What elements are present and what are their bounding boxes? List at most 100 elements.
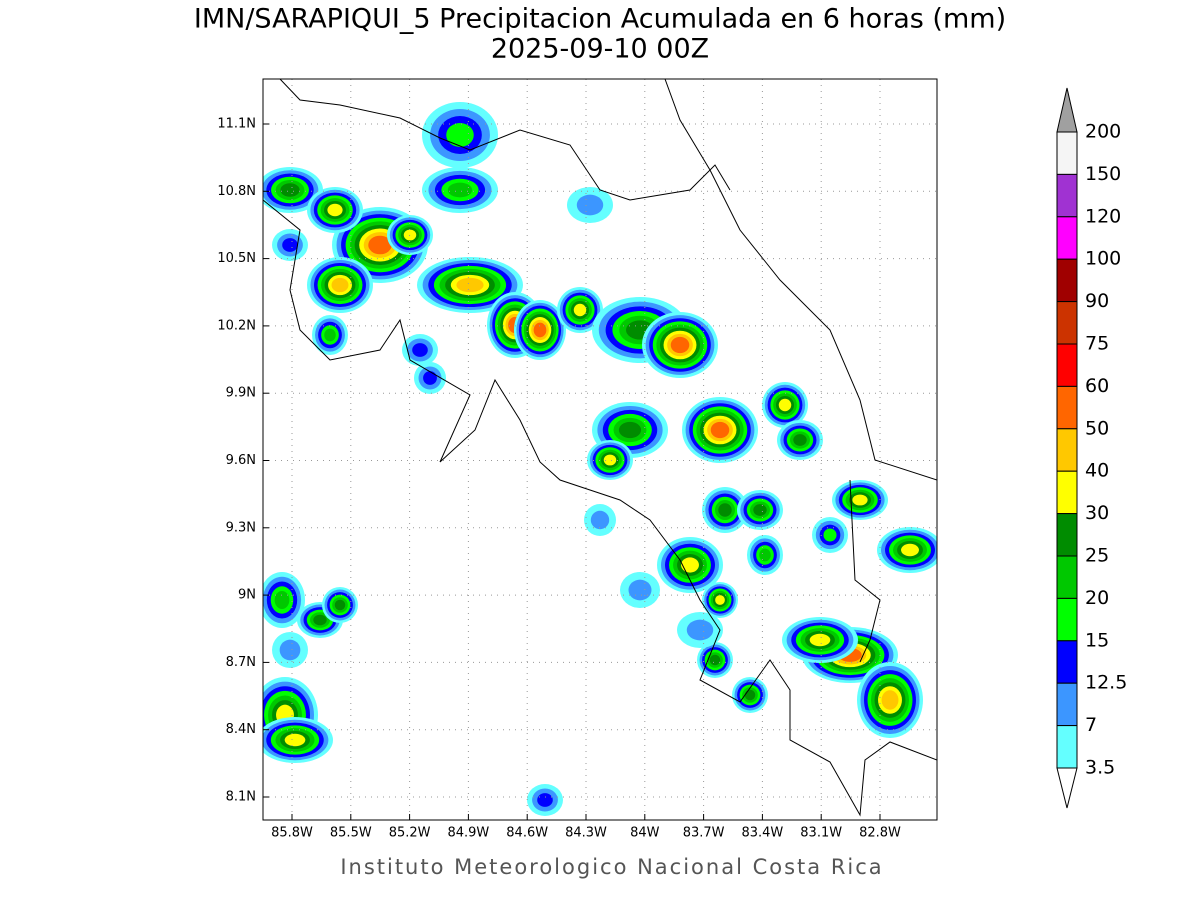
rain-contour: [282, 238, 298, 252]
rain-contour: [423, 371, 437, 385]
rain-contour: [274, 591, 290, 609]
colorbar-label: 40: [1085, 460, 1109, 482]
colorbar-box: [1056, 470, 1078, 515]
colorbar-label: 7: [1085, 714, 1097, 736]
rain-contour: [753, 504, 767, 516]
rain-contour: [852, 494, 868, 506]
colorbar-label: 20: [1085, 587, 1109, 609]
rain-contour: [446, 123, 474, 147]
border: [849, 479, 881, 663]
rain-contour: [279, 639, 301, 661]
coastlines: [263, 79, 937, 817]
colorbar-label: 75: [1085, 333, 1109, 355]
rain-contour: [670, 336, 690, 354]
lat-label: 9.9N: [226, 386, 256, 401]
lat-label: 9N: [238, 588, 256, 603]
colorbar-box: [1056, 597, 1078, 642]
rain-contour: [618, 421, 642, 439]
lon-label: 84.3W: [565, 826, 607, 841]
lon-label: 83.1W: [800, 826, 842, 841]
title: IMN/SARAPIQUI_5 Precipitacion Acumulada …: [194, 4, 1006, 35]
lon-label: 85.5W: [330, 826, 372, 841]
rain-contour: [334, 599, 346, 611]
lat-label: 8.4N: [226, 722, 256, 737]
colorbar-box: [1056, 343, 1078, 387]
rain-contour: [809, 633, 831, 647]
colorbar-box: [1056, 640, 1078, 684]
rain-contour: [881, 690, 899, 710]
rain-contour: [313, 614, 327, 626]
rain-contour: [715, 595, 725, 605]
colorbar-label: 3.5: [1085, 757, 1115, 779]
rain-contour: [533, 322, 547, 338]
map-frame: [262, 78, 938, 821]
lat-label: 10.5N: [217, 251, 256, 266]
colorbar-label: 100: [1085, 248, 1121, 270]
rain-contour: [331, 277, 349, 293]
colorbar-label: 25: [1085, 545, 1109, 567]
lat-label: 11.1N: [217, 117, 256, 132]
rain-contour: [324, 328, 336, 342]
colorbar-box: [1056, 385, 1078, 430]
rain-contour: [447, 182, 473, 198]
subtitle: 2025-09-10 00Z: [491, 34, 709, 65]
lon-label: 85.8W: [271, 826, 313, 841]
colorbar-label: 120: [1085, 205, 1121, 227]
colorbar-box: [1056, 682, 1078, 727]
colorbar-box: [1056, 301, 1078, 345]
rain-contour: [576, 194, 604, 216]
rain-contour: [681, 557, 699, 573]
rain-contour: [710, 421, 730, 439]
rain-contour: [603, 454, 617, 466]
rain-contour: [793, 434, 807, 446]
rain-contour: [628, 579, 652, 601]
precipitation-field: [263, 102, 937, 816]
rain-contour: [759, 548, 771, 562]
lat-label: 9.3N: [226, 520, 256, 535]
colorbar-box: [1056, 131, 1078, 175]
footer: Instituto Meteorologico Nacional Costa R…: [340, 855, 883, 879]
colorbar-box: [1056, 173, 1078, 218]
colorbar-box: [1056, 428, 1078, 472]
colorbar-box: [1056, 258, 1078, 303]
rain-contour: [412, 343, 428, 357]
colorbar-box: [1056, 216, 1078, 260]
colorbar-box: [1056, 555, 1078, 599]
colorbar-label: 50: [1085, 417, 1109, 439]
colorbar: 200 150 120 100 90 75 60 50 40 30 25 20 15 12.5 7 3.5: [1056, 87, 1127, 809]
colorbar-label: 150: [1085, 163, 1121, 185]
lat-label: 8.1N: [226, 790, 256, 805]
rain-contour: [456, 277, 484, 293]
colorbar-box: [1056, 513, 1078, 557]
rain-contour: [368, 235, 392, 255]
rain-contour: [573, 303, 587, 317]
lon-label: 83.7W: [683, 826, 725, 841]
rain-contour: [686, 619, 714, 641]
lon-label: 85.2W: [389, 826, 431, 841]
lat-label: 10.8N: [217, 184, 256, 199]
rain-contour: [280, 183, 300, 197]
colorbar-box: [1056, 725, 1078, 769]
colorbar-label: 15: [1085, 629, 1109, 651]
coastline: [279, 79, 731, 201]
rain-contour: [901, 543, 919, 557]
colorbar-label: 12.5: [1085, 672, 1127, 694]
rain-contour: [823, 528, 837, 542]
colorbar-label: 60: [1085, 375, 1109, 397]
lat-label: 10.2N: [217, 318, 256, 333]
rain-contour: [537, 793, 553, 807]
graticule: 85.8W 85.5W 85.2W 84.9W 84.6W 84.3W 84W 83.7W 83…: [217, 79, 937, 841]
lon-label: 82.8W: [859, 826, 901, 841]
colorbar-over: [1056, 87, 1078, 133]
lat-label: 8.7N: [226, 655, 256, 670]
rain-contour: [284, 733, 306, 747]
rain-contour: [778, 398, 792, 412]
rain-contour: [709, 654, 721, 666]
colorbar-label: 30: [1085, 502, 1109, 524]
rain-contour: [590, 510, 610, 530]
lon-label: 84.9W: [447, 826, 489, 841]
colorbar-under: [1056, 767, 1078, 809]
rain-contour: [327, 203, 343, 217]
lon-label: 84W: [630, 826, 660, 841]
